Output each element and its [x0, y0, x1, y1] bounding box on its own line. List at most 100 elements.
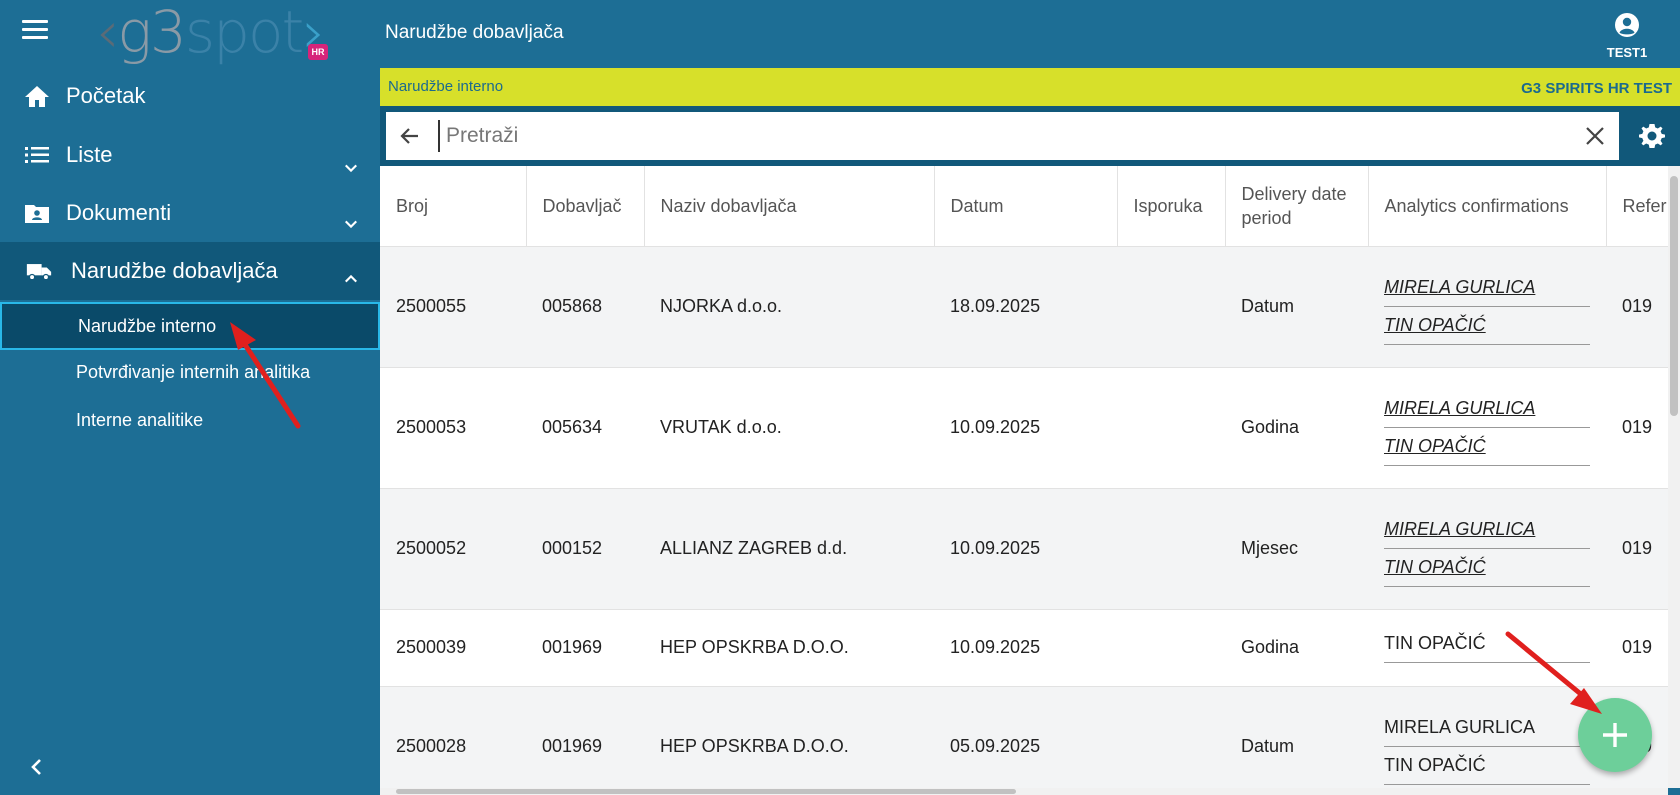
- column-header-analytics-confirmations[interactable]: Analytics confirmations: [1368, 166, 1607, 247]
- table-row[interactable]: 2500055 005868 NJORKA d.o.o. 18.09.2025 …: [380, 246, 1668, 368]
- user-menu[interactable]: TEST1: [1602, 12, 1652, 60]
- table-row[interactable]: 2500028 001969 HEP OPSKRBA D.O.O. 05.09.…: [380, 686, 1668, 788]
- table-row[interactable]: 2500053 005634 VRUTAK d.o.o. 10.09.2025 …: [380, 367, 1668, 489]
- gear-icon[interactable]: [1638, 122, 1666, 150]
- sidebar-item-liste[interactable]: Liste: [0, 127, 380, 183]
- cell-isporuka: [1117, 686, 1225, 788]
- column-header-isporuka[interactable]: Isporuka: [1117, 166, 1226, 247]
- sidebar-subitem-label: Narudžbe interno: [78, 315, 217, 336]
- cell-refer: 019: [1606, 367, 1668, 489]
- cell-datum: 05.09.2025: [934, 686, 1117, 788]
- arrow-back-icon[interactable]: [398, 124, 422, 148]
- column-header-naziv[interactable]: Naziv dobavljača: [644, 166, 935, 247]
- confirmation-link[interactable]: MIRELA GURLICA: [1384, 397, 1536, 418]
- confirmation-link[interactable]: MIRELA GURLICA: [1384, 276, 1536, 297]
- cell-confirmations: MIRELA GURLICA TIN OPAČIĆ: [1368, 246, 1606, 368]
- logo-badge: HR: [308, 44, 328, 60]
- confirmation-name: TIN OPAČIĆ: [1384, 632, 1486, 653]
- vertical-scrollbar[interactable]: [1668, 166, 1680, 788]
- cell-datum: 18.09.2025: [934, 246, 1117, 368]
- cell-isporuka: [1117, 609, 1225, 687]
- sidebar-subitem-interne-analitike[interactable]: Interne analitike: [0, 396, 380, 444]
- confirmation-name: MIRELA GURLICA: [1384, 716, 1536, 737]
- search-bar: [380, 106, 1680, 166]
- cell-period: Mjesec: [1225, 488, 1368, 610]
- chevron-left-icon[interactable]: [26, 756, 48, 778]
- sidebar-item-narudzbe-dobavljaca[interactable]: Narudžbe dobavljača: [0, 242, 380, 300]
- column-header-broj[interactable]: Broj: [380, 166, 527, 247]
- column-header-dobavljac[interactable]: Dobavljač: [526, 166, 645, 247]
- sidebar-subitem-narudzbe-interno[interactable]: Narudžbe interno: [0, 302, 380, 350]
- list-icon: [24, 142, 50, 168]
- column-header-datum[interactable]: Datum: [934, 166, 1118, 247]
- cell-dobavljac: 000152: [526, 488, 644, 610]
- cell-period: Godina: [1225, 609, 1368, 687]
- cell-refer: 019: [1606, 609, 1668, 687]
- chevron-down-icon: [345, 164, 357, 173]
- cell-confirmations: MIRELA GURLICA TIN OPAČIĆ: [1368, 488, 1606, 610]
- confirmation-link[interactable]: TIN OPAČIĆ: [1384, 314, 1486, 335]
- cell-isporuka: [1117, 488, 1225, 610]
- sidebar-item-dokumenti[interactable]: Dokumenti: [0, 185, 380, 241]
- cell-period: Datum: [1225, 686, 1368, 788]
- sidebar-item-label: Početak: [66, 83, 146, 108]
- cell-dobavljac: 001969: [526, 686, 644, 788]
- top-header: Narudžbe dobavljača TEST1: [380, 0, 1680, 68]
- sidebar-item-label: Narudžbe dobavljača: [71, 258, 278, 283]
- sidebar-item-label: Dokumenti: [66, 200, 172, 225]
- cell-period: Godina: [1225, 367, 1368, 489]
- confirmation-name: TIN OPAČIĆ: [1384, 754, 1486, 775]
- horizontal-scrollbar[interactable]: [380, 788, 1668, 795]
- page-title: Narudžbe dobavljača: [385, 22, 564, 43]
- table-row[interactable]: 2500052 000152 ALLIANZ ZAGREB d.d. 10.09…: [380, 488, 1668, 610]
- sidebar-item-pocetak[interactable]: Početak: [0, 68, 380, 124]
- cell-datum: 10.09.2025: [934, 367, 1117, 489]
- cell-dobavljac: 001969: [526, 609, 644, 687]
- cell-refer: 019: [1606, 246, 1668, 368]
- cell-broj: 2500028: [380, 686, 526, 788]
- context-strip: Narudžbe interno G3 SPIRITS HR TEST: [380, 68, 1680, 106]
- chevron-up-icon: [345, 274, 357, 283]
- column-header-delivery-period[interactable]: Delivery date period: [1225, 166, 1369, 247]
- sidebar-subitem-label: Potvrđivanje internih analitika: [76, 361, 311, 382]
- cell-naziv: HEP OPSKRBA D.O.O.: [644, 609, 934, 687]
- close-icon[interactable]: [1583, 124, 1607, 148]
- search-input[interactable]: [438, 120, 1538, 152]
- truck-icon: [26, 258, 52, 284]
- chevron-down-icon: [345, 220, 357, 229]
- menu-icon[interactable]: [22, 20, 48, 42]
- sidebar-subitem-potvrdivanje[interactable]: Potvrđivanje internih analitika: [0, 348, 380, 396]
- search-box: [386, 112, 1619, 160]
- cell-naziv: VRUTAK d.o.o.: [644, 367, 934, 489]
- sidebar: ‹g3spot› HR Početak Liste Dokumenti Naru…: [0, 0, 380, 795]
- column-header-refer[interactable]: Refer: [1606, 166, 1668, 247]
- strip-breadcrumb: Narudžbe interno: [388, 78, 504, 95]
- company-name: G3 SPIRITS HR TEST: [1521, 80, 1672, 97]
- cell-datum: 10.09.2025: [934, 488, 1117, 610]
- cell-datum: 10.09.2025: [934, 609, 1117, 687]
- cell-refer: 019: [1606, 488, 1668, 610]
- add-button[interactable]: [1578, 698, 1652, 772]
- cell-period: Datum: [1225, 246, 1368, 368]
- cell-confirmations: TIN OPAČIĆ: [1368, 609, 1606, 687]
- cell-isporuka: [1117, 246, 1225, 368]
- cell-broj: 2500039: [380, 609, 526, 687]
- plus-icon: [1603, 723, 1627, 747]
- cell-dobavljac: 005634: [526, 367, 644, 489]
- orders-table: Broj Dobavljač Naziv dobavljača Datum Is…: [380, 166, 1668, 788]
- table-row[interactable]: 2500039 001969 HEP OPSKRBA D.O.O. 10.09.…: [380, 609, 1668, 687]
- confirmation-link[interactable]: MIRELA GURLICA: [1384, 518, 1536, 539]
- horizontal-scrollbar-thumb[interactable]: [396, 789, 1016, 794]
- table-header-row: Broj Dobavljač Naziv dobavljača Datum Is…: [380, 166, 1668, 247]
- vertical-scrollbar-thumb[interactable]: [1670, 176, 1678, 416]
- logo: ‹g3spot›: [96, 0, 325, 66]
- sidebar-subitem-label: Interne analitike: [76, 409, 204, 430]
- sidebar-item-label: Liste: [66, 142, 113, 167]
- confirmation-link[interactable]: TIN OPAČIĆ: [1384, 435, 1486, 456]
- cell-naziv: ALLIANZ ZAGREB d.d.: [644, 488, 934, 610]
- confirmation-link[interactable]: TIN OPAČIĆ: [1384, 556, 1486, 577]
- folder-user-icon: [24, 200, 50, 226]
- cell-broj: 2500053: [380, 367, 526, 489]
- account-icon: [1615, 13, 1639, 37]
- cell-isporuka: [1117, 367, 1225, 489]
